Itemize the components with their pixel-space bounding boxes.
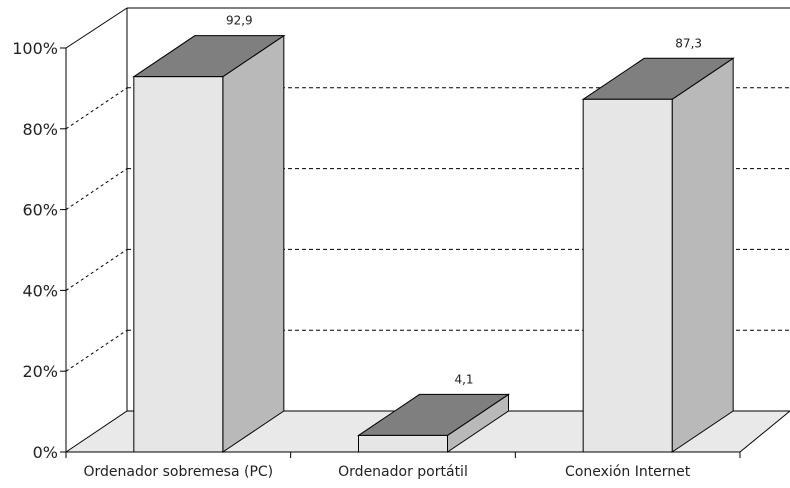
labels: 92,9 Ordenador sobremesa (PC) 4,1 Ordenador… [83,14,702,480]
bar-side-face [222,34,285,453]
gridline-side [65,87,128,130]
bar-front-face [582,98,673,453]
bar-data-label: 87,3 [675,36,702,50]
bar-front-face [358,434,448,453]
bar [581,57,735,453]
y-tick-label: 0% [33,443,58,462]
bar [356,393,511,453]
y-tick-label: 100% [12,39,58,58]
x-category-label: Conexión Internet [565,464,691,480]
bar-side-face [671,57,734,453]
y-ticks: 0% 20% 40% 60% 80% 100% [12,39,741,462]
gridline-side [65,248,128,291]
side-wall-top-edge [65,7,128,49]
bar-front-face [133,76,224,453]
bar-data-label: 92,9 [226,14,253,28]
chart-walls [65,7,790,411]
y-tick-label: 80% [22,120,58,139]
y-tick-label: 40% [22,281,58,300]
x-category-label: Ordenador sobremesa (PC) [83,464,273,480]
gridline-side [65,168,128,211]
gridlines [65,87,790,372]
gridline-side [65,329,128,372]
bar-data-label: 4,1 [454,372,473,386]
y-tick-label: 60% [22,201,58,220]
bar [132,34,286,453]
bars [132,34,735,453]
y-tick-label: 20% [22,362,58,381]
x-category-label: Ordenador portátil [338,464,468,480]
